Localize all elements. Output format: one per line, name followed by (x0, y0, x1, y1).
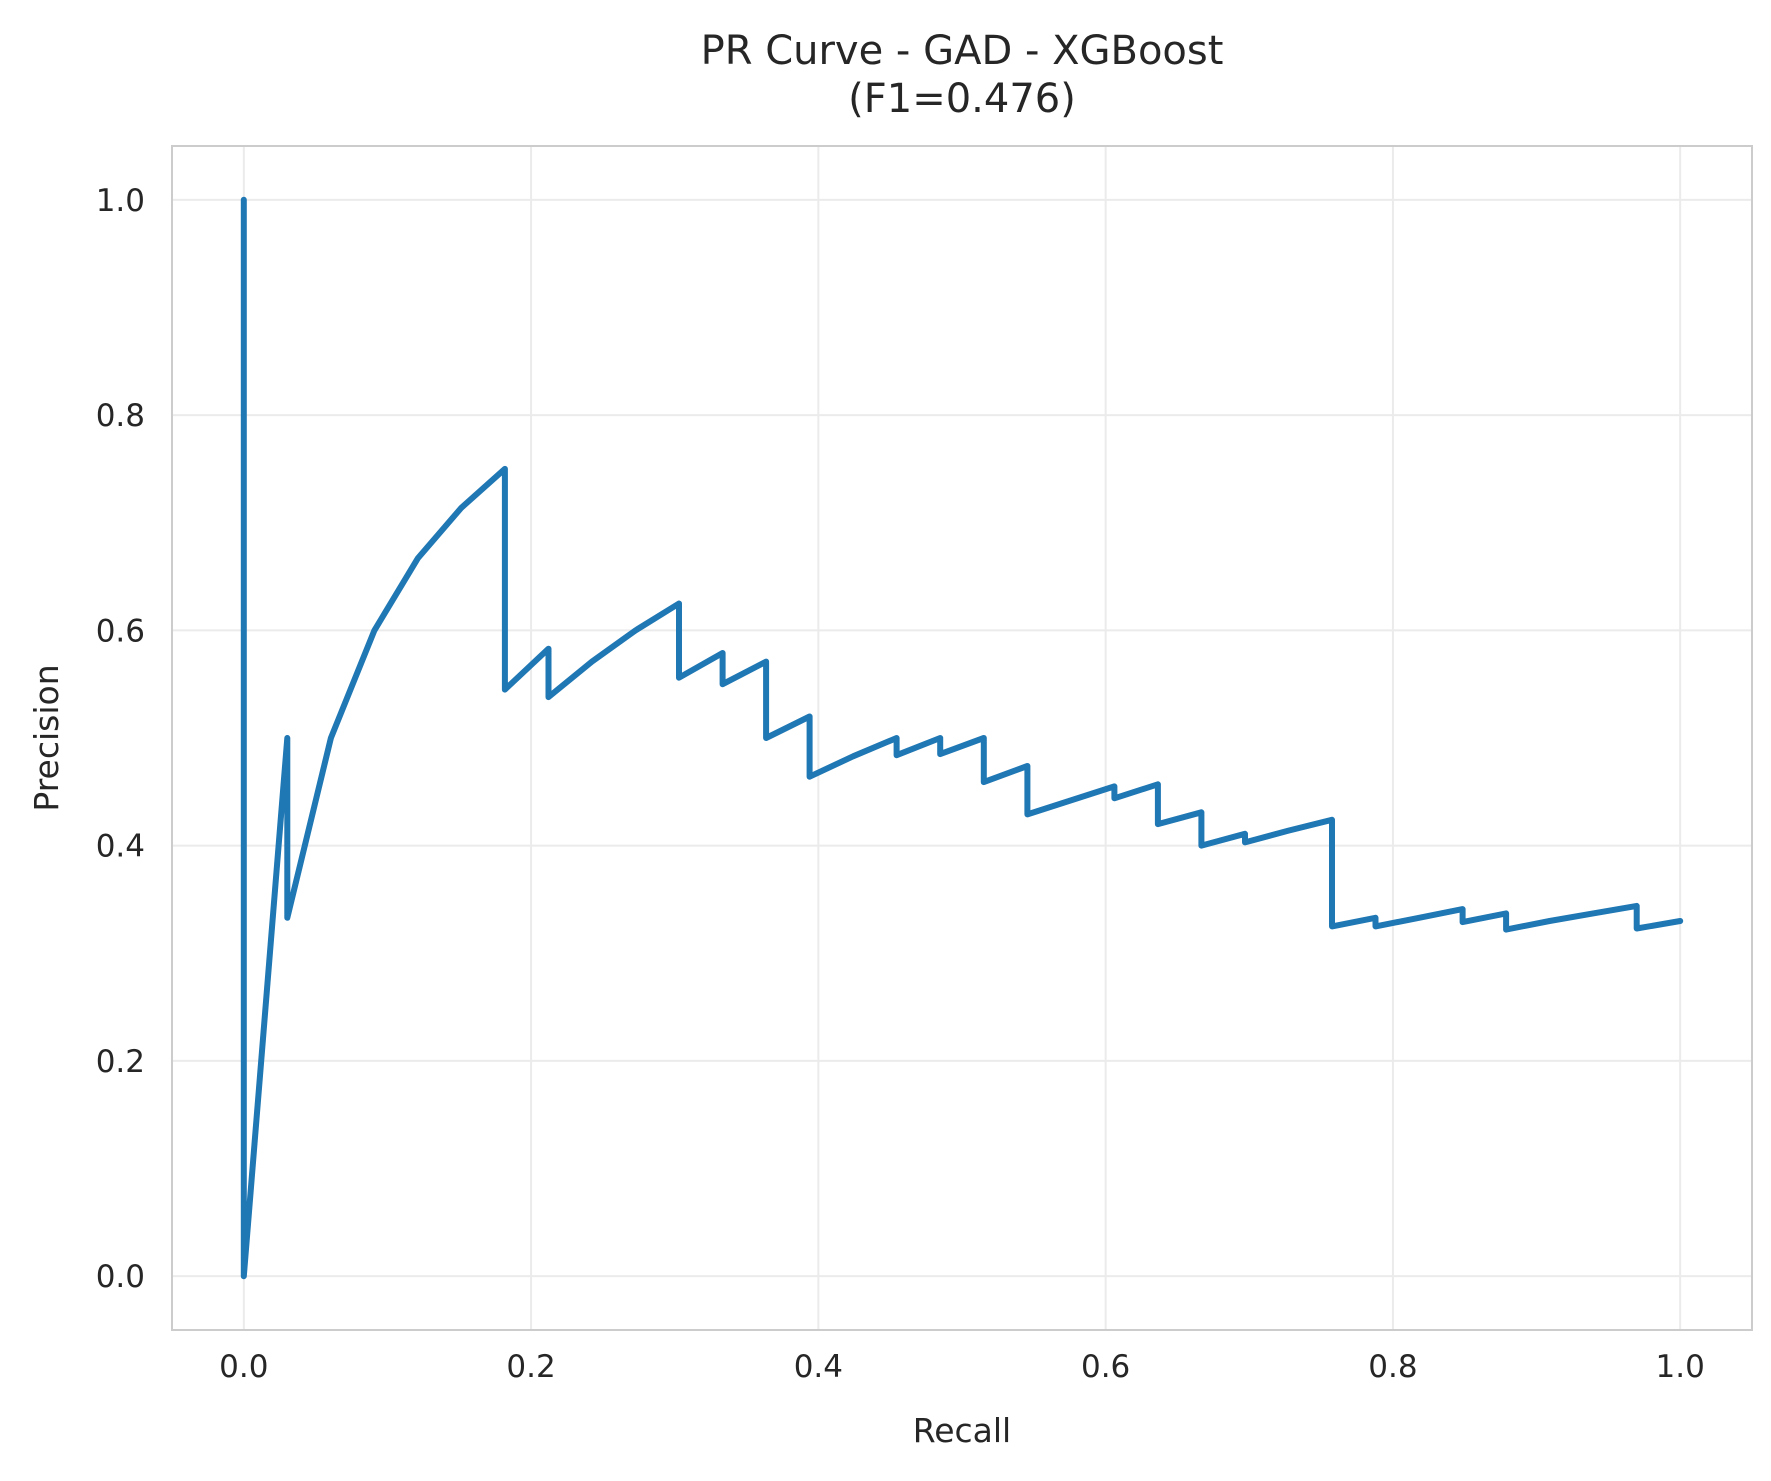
y-axis-label: Precision (27, 664, 66, 811)
chart-title: PR Curve - GAD - XGBoost (701, 28, 1224, 74)
y-tick-label: 0.6 (96, 613, 145, 649)
x-tick-label: 0.0 (219, 1349, 268, 1385)
x-tick-label: 0.6 (1081, 1349, 1130, 1385)
grid-lines (172, 146, 1752, 1330)
plot-area-frame (171, 145, 1753, 1331)
chart-subtitle: (F1=0.476) (848, 76, 1076, 122)
x-tick-label: 0.4 (794, 1349, 843, 1385)
pr-curve-line (240, 196, 1684, 1280)
x-tick-label: 1.0 (1656, 1349, 1705, 1385)
x-axis-label: Recall (913, 1411, 1011, 1450)
y-tick-label: 0.0 (96, 1259, 145, 1295)
y-tick-label: 0.2 (96, 1044, 145, 1080)
x-tick-label: 0.2 (506, 1349, 555, 1385)
y-tick-label: 0.8 (96, 398, 145, 434)
x-tick-label: 0.8 (1368, 1349, 1417, 1385)
tick-labels: 0.0 0.2 0.4 0.6 0.8 1.0 0.0 0.2 0.4 0.6 0.8 1.0 (96, 183, 1705, 1385)
y-tick-label: 0.4 (96, 829, 145, 865)
series-layer (240, 196, 1684, 1280)
y-tick-label: 1.0 (96, 183, 145, 219)
